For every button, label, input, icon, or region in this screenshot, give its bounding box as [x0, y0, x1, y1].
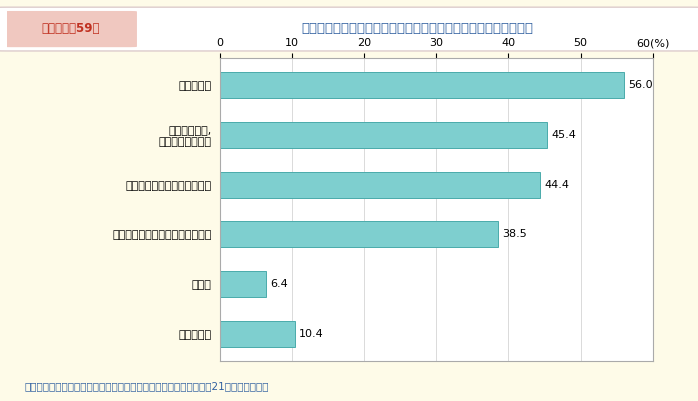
Bar — [220, 172, 540, 198]
Text: 地域社会において女性が活躍するために必要なこと（複数回答）: 地域社会において女性が活躍するために必要なこと（複数回答） — [302, 22, 533, 35]
Bar — [220, 72, 624, 98]
Text: 56.0: 56.0 — [628, 80, 653, 90]
Bar — [220, 122, 547, 148]
Text: （備考）内閣府「男女のライフスタイルに関する意識調査」（平成21年）より作成。: （備考）内閣府「男女のライフスタイルに関する意識調査」（平成21年）より作成。 — [24, 381, 269, 391]
Text: 44.4: 44.4 — [544, 180, 570, 190]
Text: 第１－特－59図: 第１－特－59図 — [41, 22, 100, 35]
Bar — [220, 221, 498, 247]
Text: 10.4: 10.4 — [299, 329, 324, 339]
Text: 45.4: 45.4 — [551, 130, 577, 140]
Text: 38.5: 38.5 — [502, 229, 526, 239]
FancyBboxPatch shape — [3, 11, 137, 47]
Bar — [220, 271, 266, 297]
FancyBboxPatch shape — [0, 7, 698, 51]
Text: 6.4: 6.4 — [270, 279, 288, 289]
Bar — [220, 321, 295, 347]
